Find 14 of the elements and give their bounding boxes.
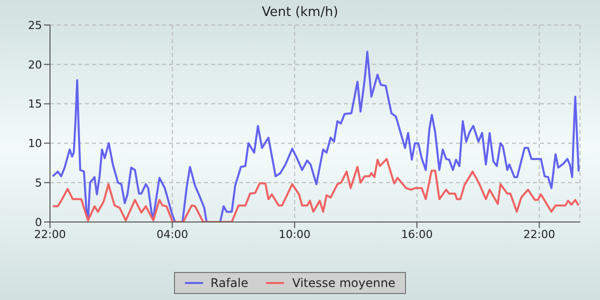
legend-label: Rafale xyxy=(210,276,248,290)
x-tick-label: 22:00 xyxy=(523,228,556,241)
y-tick-label: 15 xyxy=(28,98,42,111)
y-tick-label: 25 xyxy=(28,18,42,32)
x-tick-label: 22:00 xyxy=(34,228,66,241)
y-tick-label: 5 xyxy=(35,176,42,190)
y-tick-label: 10 xyxy=(28,137,42,150)
y-tick-label: 0 xyxy=(35,216,42,229)
x-tick-label: 04:00 xyxy=(156,228,188,241)
legend-label: Vitesse moyenne xyxy=(291,276,396,290)
chart-title: Vent (km/h) xyxy=(260,5,340,20)
x-tick-label: 10:00 xyxy=(278,228,310,241)
y-tick-label: 20 xyxy=(28,58,42,72)
x-tick-label: 16:00 xyxy=(401,228,433,241)
